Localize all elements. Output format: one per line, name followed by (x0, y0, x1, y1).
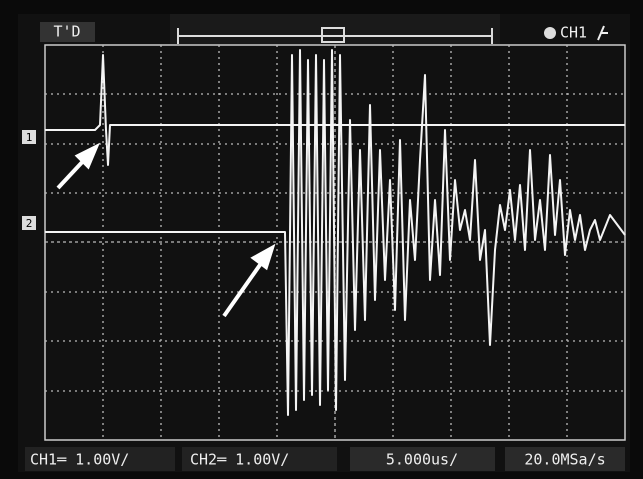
ch1-marker: 1 (26, 131, 33, 144)
ch2-scale: CH2═ 1.00V/ (190, 451, 289, 469)
timebase: 5.000us/ (386, 451, 458, 469)
ch2-marker: 2 (26, 217, 33, 230)
trigger-channel: CH1 (560, 24, 587, 42)
ch1-scale: CH1═ 1.00V/ (30, 451, 129, 469)
oscilloscope-screen: T'D CH1 1 2 CH1═ 1. (0, 0, 643, 479)
sample-rate: 20.0MSa/s (524, 451, 605, 469)
trigger-status: T'D (53, 23, 80, 41)
trigger-icon (544, 27, 556, 39)
